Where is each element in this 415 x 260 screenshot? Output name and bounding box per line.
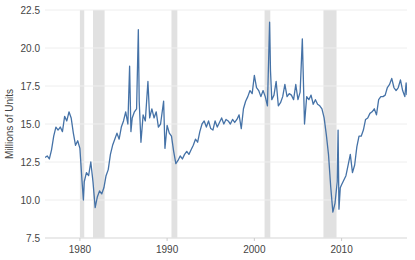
x-tick xyxy=(79,238,80,241)
x-tick-label: 2010 xyxy=(330,244,353,255)
x-tick xyxy=(254,238,255,241)
background xyxy=(0,0,415,260)
grid-line xyxy=(45,48,407,49)
y-tick-label: 12.5 xyxy=(21,157,41,168)
y-tick-label: 15.0 xyxy=(21,119,41,130)
chart: 7.5 10.0 12.5 15.0 17.5 20.0 22.5 1980 1990 2000 2… xyxy=(0,0,415,260)
x-tick-label: 1980 xyxy=(69,244,92,255)
series xyxy=(45,22,407,212)
x-tick xyxy=(167,238,168,241)
grid-line xyxy=(45,10,407,11)
y-tick-label: 20.0 xyxy=(21,43,41,54)
line xyxy=(45,22,407,212)
y-axis-label: Millions of Units xyxy=(4,89,15,159)
x-tick xyxy=(341,238,342,241)
y-tick-label: 22.5 xyxy=(21,5,41,16)
grid-line xyxy=(45,200,407,201)
y-tick-label: 17.5 xyxy=(21,81,41,92)
x-tick-label: 1990 xyxy=(156,244,179,255)
grid-line xyxy=(45,238,407,239)
x-tick-label: 2000 xyxy=(243,244,266,255)
grid-line xyxy=(45,86,407,87)
y-tick-label: 10.0 xyxy=(21,195,41,206)
y-tick-label: 7.5 xyxy=(26,233,40,244)
grid-line xyxy=(45,124,407,125)
grid-line xyxy=(45,162,407,163)
x-axis-line xyxy=(45,238,407,239)
